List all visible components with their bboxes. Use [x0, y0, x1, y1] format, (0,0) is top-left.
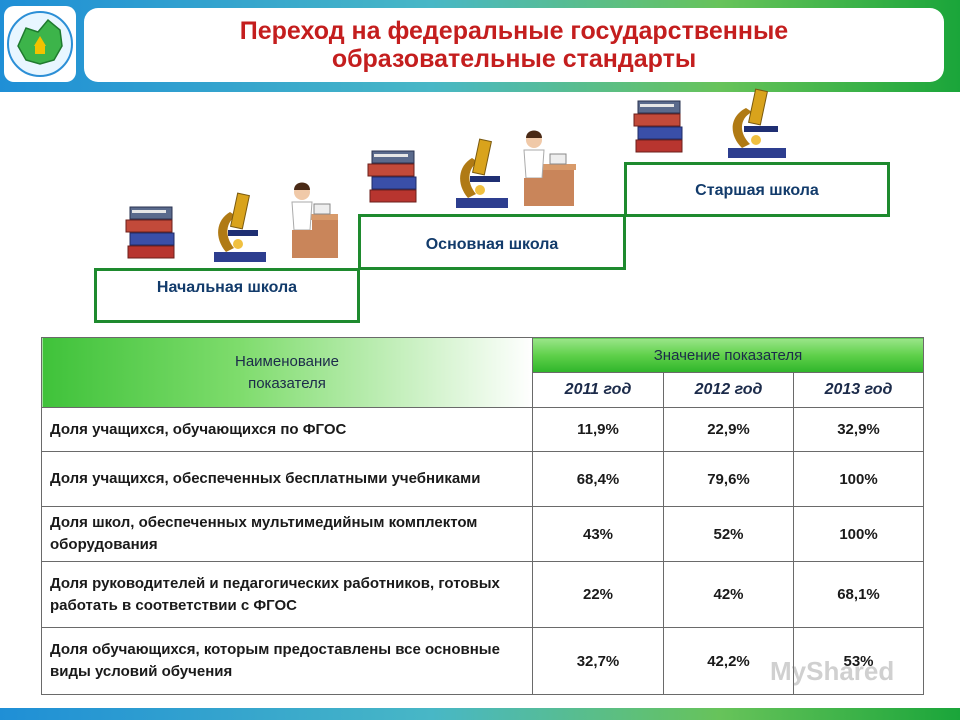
value-2012: 22,9%: [663, 407, 794, 452]
indicator-name: Доля учащихся, обучающихся по ФГОС: [41, 407, 533, 452]
step-basic-school: Основная школа: [358, 214, 626, 270]
region-map-logo-icon: [7, 11, 73, 77]
page-title-line-2: образовательные стандарты: [331, 45, 697, 73]
value-2012: 42%: [663, 561, 794, 628]
value-2011: 32,7%: [532, 627, 664, 695]
books-stack-icon: [633, 100, 683, 153]
title-box: Переход на федеральные государственные о…: [84, 8, 944, 82]
value-2013: 100%: [793, 451, 924, 507]
value-2013: 100%: [793, 506, 924, 562]
page-title-line-1: Переход на федеральные государственные: [239, 17, 789, 45]
indicator-name: Доля школ, обеспеченных мультимедийным к…: [41, 506, 533, 562]
table-year-row: 2011 год 2012 год 2013 год: [42, 372, 924, 408]
column-header-value: Значение показателя: [532, 337, 924, 373]
value-2011: 68,4%: [532, 451, 664, 507]
microscope-icon: [728, 88, 786, 158]
indicator-name: Доля учащихся, обеспеченных бесплатными …: [41, 451, 533, 507]
table-header-row: Наименование показателя Значение показат…: [41, 337, 924, 408]
step-label: Старшая школа: [695, 182, 819, 199]
microscope-icon: [214, 192, 266, 262]
table-row: Доля учащихся, обеспеченных бесплатными …: [41, 451, 924, 507]
step-primary-school: Начальная школа: [94, 268, 360, 323]
year-header: 2012 год: [663, 372, 794, 408]
table-row: Доля руководителей и педагогических рабо…: [41, 561, 924, 628]
column-header-name: Наименование показателя: [41, 337, 533, 408]
table-row: Доля школ, обеспеченных мультимедийным к…: [41, 506, 924, 562]
watermark: MyShared: [770, 656, 895, 686]
logo: [4, 6, 76, 82]
footer-bar: [0, 708, 960, 720]
table-row: Доля учащихся, обучающихся по ФГОС 11,9%…: [41, 407, 924, 452]
indicator-name: Доля руководителей и педагогических рабо…: [41, 561, 533, 628]
value-2013: 68,1%: [793, 561, 924, 628]
indicator-name: Доля обучающихся, которым предоставлены …: [41, 627, 533, 695]
books-stack-icon: [367, 150, 417, 203]
value-2013: 32,9%: [793, 407, 924, 452]
value-2012: 79,6%: [663, 451, 794, 507]
step-label: Начальная школа: [156, 279, 298, 296]
table-row: Доля обучающихся, которым предоставлены …: [41, 627, 924, 695]
value-2013: 53%: [793, 627, 924, 695]
value-2011: 43%: [532, 506, 664, 562]
year-header: 2013 год: [793, 372, 924, 408]
books-stack-icon: [125, 206, 175, 259]
step-senior-school: Старшая школа: [624, 162, 890, 217]
microscope-icon: [456, 138, 508, 208]
indicators-table: Наименование показателя Значение показат…: [41, 337, 924, 695]
value-2012: 52%: [663, 506, 794, 562]
value-2011: 22%: [532, 561, 664, 628]
value-2011: 11,9%: [532, 407, 664, 452]
step-label: Основная школа: [425, 236, 559, 253]
student-at-desk-icon: [291, 182, 338, 258]
value-2012: 42,2%: [663, 627, 794, 695]
year-header: 2011 год: [532, 372, 664, 408]
student-at-desk-icon: [523, 130, 576, 206]
